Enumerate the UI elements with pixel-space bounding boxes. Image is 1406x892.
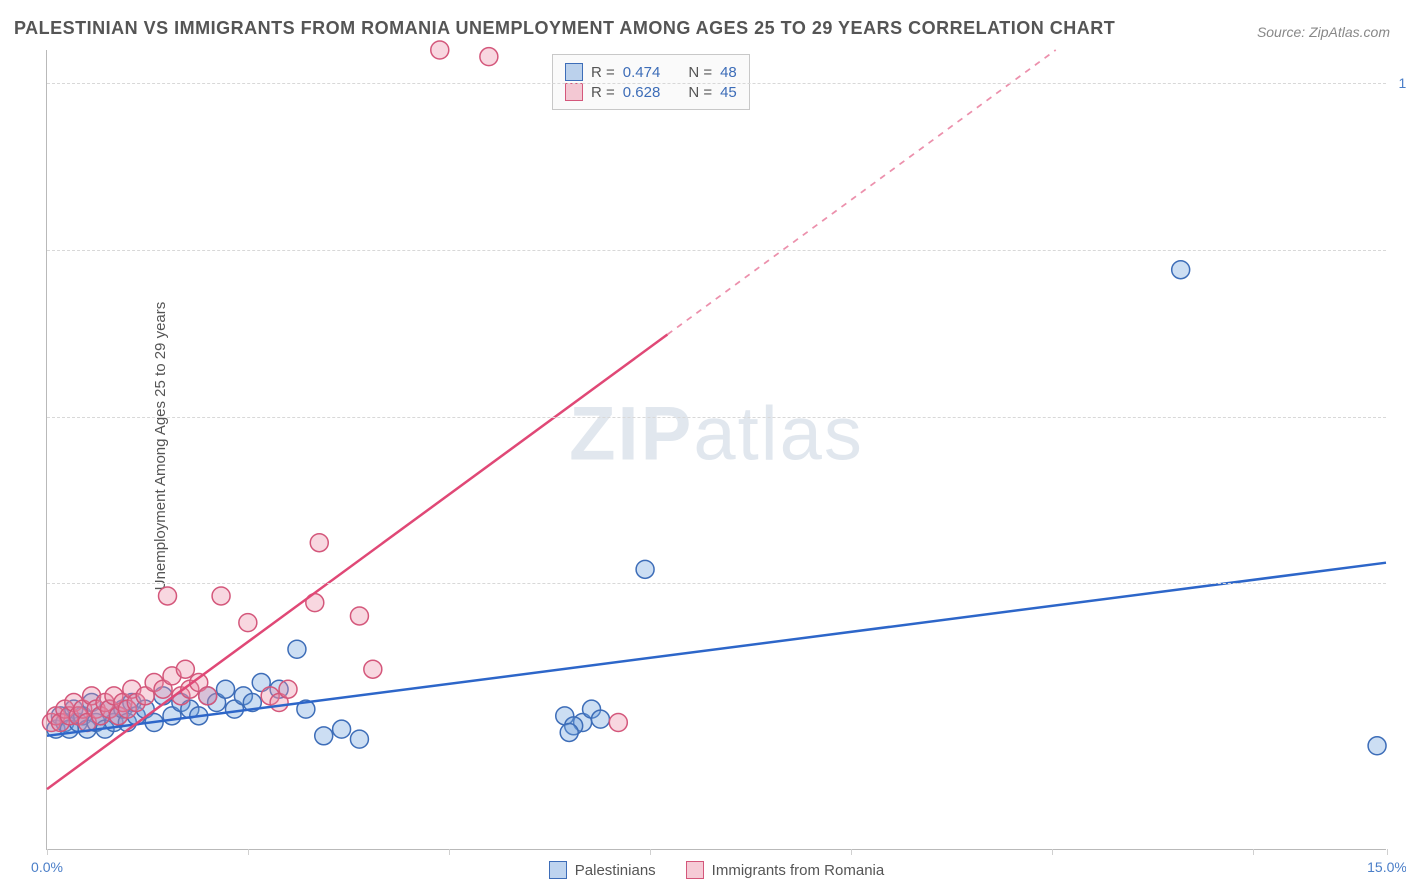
swatch-icon [565, 83, 583, 101]
x-minor-tick [851, 849, 852, 855]
correlation-legend: R = 0.474 N = 48 R = 0.628 N = 45 [552, 54, 750, 110]
chart-title: PALESTINIAN VS IMMIGRANTS FROM ROMANIA U… [14, 18, 1115, 39]
legend-item-pink: Immigrants from Romania [686, 861, 885, 879]
gridline [47, 250, 1386, 251]
swatch-icon [549, 861, 567, 879]
legend-row-pink: R = 0.628 N = 45 [565, 83, 737, 101]
trend-line [47, 563, 1386, 736]
n-value-blue: 48 [720, 64, 737, 81]
data-point [364, 660, 382, 678]
data-point [199, 687, 217, 705]
data-point [176, 660, 194, 678]
data-point [1172, 261, 1190, 279]
y-tick-label: 100.0% [1391, 75, 1406, 91]
legend-item-blue: Palestinians [549, 861, 656, 879]
r-label: R = [591, 84, 615, 101]
data-point [315, 727, 333, 745]
data-point [217, 680, 235, 698]
x-minor-tick [47, 849, 48, 855]
gridline [47, 417, 1386, 418]
data-point [431, 41, 449, 59]
legend-row-blue: R = 0.474 N = 48 [565, 63, 737, 81]
x-minor-tick [1387, 849, 1388, 855]
r-value-pink: 0.628 [623, 84, 661, 101]
x-minor-tick [248, 849, 249, 855]
data-point [310, 534, 328, 552]
x-minor-tick [650, 849, 651, 855]
x-minor-tick [449, 849, 450, 855]
n-label: N = [688, 64, 712, 81]
x-tick-label: 15.0% [1367, 859, 1406, 875]
swatch-icon [686, 861, 704, 879]
chart-container: PALESTINIAN VS IMMIGRANTS FROM ROMANIA U… [0, 0, 1406, 892]
gridline [47, 83, 1386, 84]
r-value-blue: 0.474 [623, 64, 661, 81]
source-label: Source: ZipAtlas.com [1257, 24, 1390, 40]
gridline [47, 583, 1386, 584]
x-tick-label: 0.0% [31, 859, 63, 875]
data-point [350, 607, 368, 625]
data-point [591, 710, 609, 728]
data-point [480, 48, 498, 66]
x-minor-tick [1052, 849, 1053, 855]
data-point [239, 614, 257, 632]
legend-label: Immigrants from Romania [712, 862, 885, 879]
swatch-icon [565, 63, 583, 81]
data-point [560, 723, 578, 741]
data-point [609, 714, 627, 732]
y-tick-label: 25.0% [1391, 575, 1406, 591]
y-tick-label: 75.0% [1391, 242, 1406, 258]
data-point [279, 680, 297, 698]
data-point [350, 730, 368, 748]
data-point [333, 720, 351, 738]
data-point [636, 560, 654, 578]
r-label: R = [591, 64, 615, 81]
series-legend: Palestinians Immigrants from Romania [47, 861, 1386, 879]
data-point [288, 640, 306, 658]
n-label: N = [688, 84, 712, 101]
data-point [159, 587, 177, 605]
plot-area: ZIPatlas R = 0.474 N = 48 R = 0.628 N = … [46, 50, 1386, 850]
chart-svg [47, 50, 1386, 849]
x-minor-tick [1253, 849, 1254, 855]
n-value-pink: 45 [720, 84, 737, 101]
y-tick-label: 50.0% [1391, 409, 1406, 425]
legend-label: Palestinians [575, 862, 656, 879]
data-point [1368, 737, 1386, 755]
data-point [212, 587, 230, 605]
